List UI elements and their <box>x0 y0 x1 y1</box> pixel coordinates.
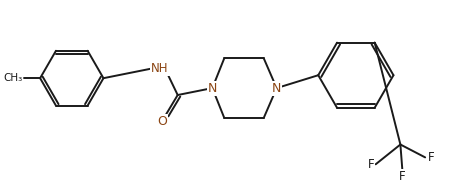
Text: F: F <box>367 158 374 171</box>
Text: O: O <box>157 115 167 128</box>
Text: F: F <box>428 151 434 164</box>
Text: N: N <box>207 82 217 95</box>
Text: N: N <box>272 82 282 95</box>
Text: F: F <box>399 170 406 183</box>
Text: CH₃: CH₃ <box>3 73 22 83</box>
Text: NH: NH <box>151 62 169 75</box>
